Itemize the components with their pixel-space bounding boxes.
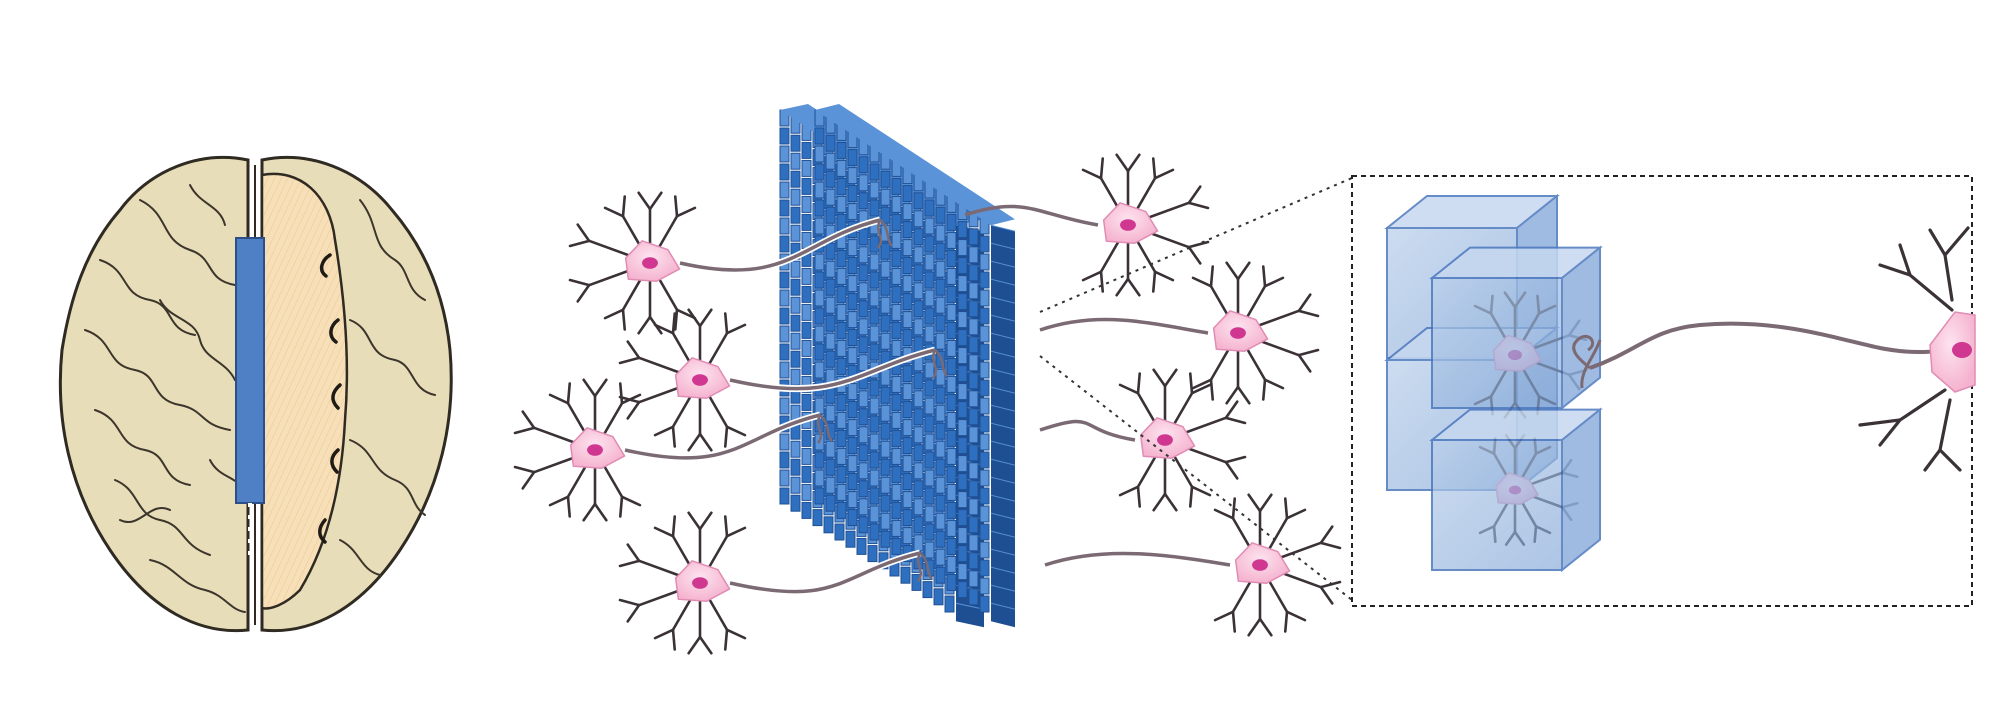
neuron-nucleus: [642, 257, 658, 269]
neuron-right-3: [1118, 368, 1247, 512]
neuron-nucleus: [1157, 434, 1173, 446]
implanted-electrode-strip: [235, 237, 265, 504]
neuron-nucleus: [1952, 342, 1972, 358]
voxel-cubes-with-neuron-icon: [1384, 193, 1976, 573]
inset-large-neuron: [1858, 226, 1976, 472]
axon-terminal: [816, 414, 833, 444]
zoom-projection-lines: [1039, 177, 1353, 601]
inset-axon-terminal: [1572, 335, 1602, 389]
brain-gyri: [84, 184, 246, 613]
inset-axon: [1589, 321, 1961, 370]
axons-group: [624, 204, 1231, 596]
neuron-right-2: [1191, 261, 1320, 405]
neuron-left-4: [618, 511, 747, 655]
brain-panel: [58, 155, 453, 633]
electrode-array-panel: [513, 104, 1342, 655]
voxel-grid-icon: [779, 104, 1016, 628]
voxel-grid-front-slab: [814, 104, 1016, 628]
neuron-left-2: [618, 308, 747, 452]
axon-terminal: [931, 349, 948, 379]
neuron-nucleus: [587, 444, 603, 456]
axon-left-1: [679, 218, 881, 272]
axon-terminal: [916, 552, 933, 582]
brain-left-hemisphere: [58, 155, 250, 633]
axon-left-4: [729, 551, 921, 594]
axon-right-3: [1039, 419, 1136, 442]
axon-right-4: [1044, 551, 1231, 567]
neuron-nucleus: [1120, 219, 1136, 231]
neuron-nucleus: [692, 374, 708, 386]
voxel-cube-bottom-front: [1429, 407, 1603, 573]
axon-left-3: [624, 413, 821, 460]
axon-terminal: [876, 219, 893, 249]
neuron-left-1: [568, 191, 697, 335]
axon-right-2: [1039, 317, 1209, 335]
neurons-left-group: [513, 191, 747, 655]
zoom-inset-panel: [1351, 175, 1976, 607]
voxel-cube-top-front: [1429, 245, 1603, 411]
brain-white-matter: [260, 172, 349, 610]
neuron-right-4: [1213, 493, 1342, 637]
neuron-nucleus: [1252, 559, 1268, 571]
brain-icon: [58, 155, 453, 633]
neuron-nucleus: [1230, 327, 1246, 339]
neuron-left-3: [513, 378, 642, 522]
neuron-nucleus: [692, 577, 708, 589]
neurons-right-group: [1081, 153, 1342, 637]
neuron-right-1: [1081, 153, 1210, 297]
axon-right-1: [964, 204, 1099, 227]
axon-left-2: [729, 348, 936, 391]
